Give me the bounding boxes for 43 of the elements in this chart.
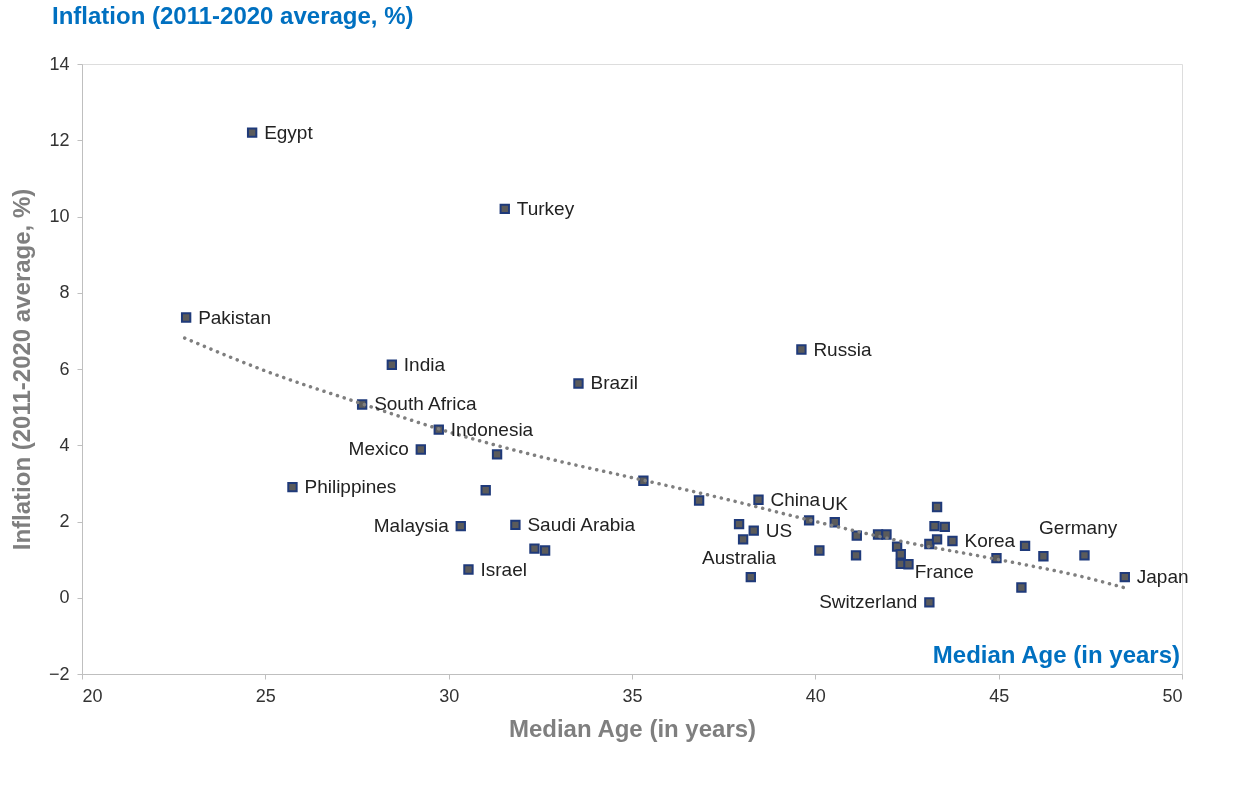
line-series <box>182 336 1126 590</box>
annotation: Germany <box>1039 516 1118 538</box>
annotation: Philippines <box>304 476 397 498</box>
y-tick-label: 14 <box>49 53 70 74</box>
annotation: Indonesia <box>450 418 534 440</box>
x-tick-label: 45 <box>989 685 1010 706</box>
annotation: South Africa <box>374 393 478 415</box>
x-tick-label: 35 <box>622 685 643 706</box>
annotation: Switzerland <box>819 591 918 613</box>
y-tick-label: 4 <box>59 434 70 455</box>
x-axis-title: Median Age (in years) <box>932 641 1180 668</box>
y-tick-label: 6 <box>59 358 70 379</box>
annotation: Pakistan <box>198 306 272 328</box>
x-tick-label: 40 <box>805 685 826 706</box>
y-tick-label: 2 <box>59 511 70 531</box>
annotation: India <box>403 353 446 375</box>
text: Median Age (in years) <box>508 714 757 742</box>
annotation: Saudi Arabia <box>527 513 636 535</box>
x-tick-label: 30 <box>439 685 460 706</box>
x-tick-label: 25 <box>255 685 276 706</box>
annotation: Egypt <box>264 121 314 143</box>
y-tick-label: 0 <box>59 587 70 608</box>
y-tick-label: −2 <box>48 663 70 684</box>
y-tick-label: 12 <box>49 129 70 150</box>
annotation: UK <box>821 493 849 515</box>
y-axis-title: Inflation (2011-2020 average, %) <box>7 188 35 551</box>
annotation: Turkey <box>516 197 575 219</box>
annotation: Israel <box>480 558 527 580</box>
x-tick-label: 20 <box>82 685 103 706</box>
annotation: China <box>770 488 821 510</box>
annotation: Japan <box>1136 566 1189 588</box>
annotation: US <box>765 519 793 541</box>
annotation: Mexico <box>348 438 409 460</box>
annotation: Malaysia <box>373 515 450 537</box>
annotation: France <box>914 561 974 583</box>
y-tick-label: 8 <box>59 282 70 303</box>
chart-title: Inflation (2011-2020 average, %) <box>52 2 414 29</box>
y-tick-label: 10 <box>49 206 70 226</box>
annotation: Brazil <box>590 372 638 394</box>
annotation: Australia <box>702 547 777 569</box>
x-tick-label: 50 <box>1162 685 1183 706</box>
annotation: Russia <box>813 338 872 360</box>
annotation: Korea <box>964 529 1016 551</box>
